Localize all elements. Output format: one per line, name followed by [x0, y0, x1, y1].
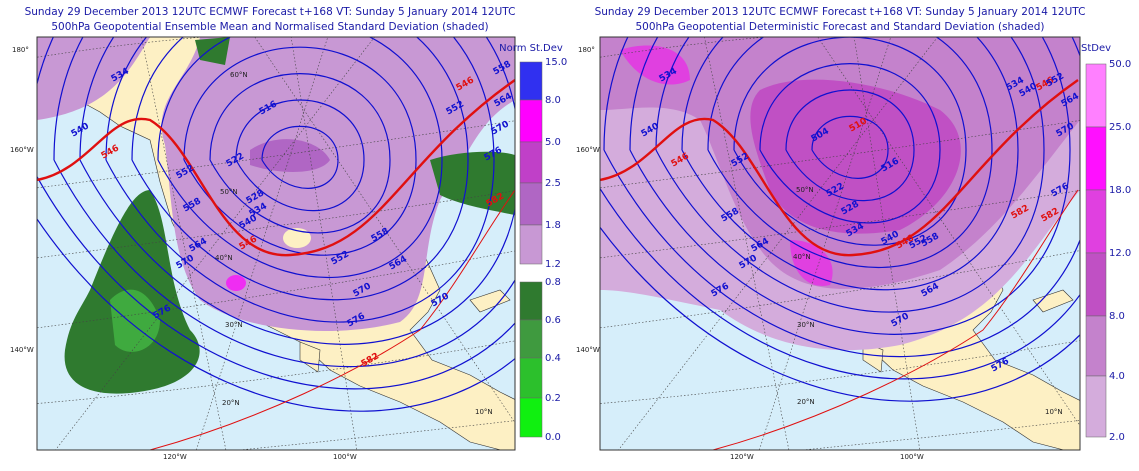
- shading: [195, 37, 230, 65]
- shading: [226, 275, 246, 291]
- contour: [261, 125, 339, 189]
- contour: [157, 37, 443, 279]
- latitude-label: 50°N: [796, 186, 814, 194]
- subtitle: 500hPa Geopotential Deterministic Foreca…: [635, 21, 1044, 33]
- latitude-label: 30°N: [225, 321, 243, 329]
- contours: [600, 37, 1080, 450]
- latitude-label: 20°N: [797, 398, 815, 406]
- latitude-label: 40°N: [793, 253, 811, 261]
- latitude-label: 10°N: [1045, 408, 1063, 416]
- colorbar-tick-label: 0.4: [545, 353, 561, 364]
- colorbar-segment: [519, 182, 543, 226]
- colorbar-segment: [1085, 63, 1107, 128]
- colorbar-tick-label: 12.0: [1109, 248, 1131, 259]
- longitude-label: 140°W: [10, 346, 34, 354]
- colorbar-title: StDev: [1081, 43, 1111, 54]
- contour: [733, 37, 967, 246]
- contour: [603, 37, 1080, 358]
- colorbar-tick-label: 18.0: [1109, 185, 1131, 196]
- longitude-label: 160°W: [576, 146, 600, 154]
- shading: [620, 45, 833, 286]
- colorbar-segment: [1085, 375, 1107, 438]
- right-map: [600, 37, 1080, 450]
- contour: [53, 37, 515, 368]
- colorbar-tick-label: 0.6: [545, 315, 561, 326]
- contour: [785, 89, 915, 202]
- contour: [681, 37, 1019, 291]
- contour-546: [600, 79, 1079, 257]
- shading: [750, 79, 961, 234]
- colorbar-tick-label: 0.8: [545, 277, 561, 288]
- map-frame: [36, 36, 516, 451]
- contour: [759, 63, 941, 224]
- colorbar-segment: [519, 319, 543, 359]
- longitude-label: 120°W: [163, 453, 187, 461]
- contour: [235, 99, 365, 212]
- colorbar-tick-label: 0.2: [545, 393, 561, 404]
- colorbar-segment: [1085, 189, 1107, 254]
- contour: [600, 187, 1080, 380]
- longitude-label: 180°: [578, 46, 595, 54]
- colorbar-tick-label: 4.0: [1109, 371, 1125, 382]
- contour: [707, 37, 993, 269]
- contour: [629, 37, 1071, 335]
- latitude-label: 50°N: [220, 188, 238, 196]
- colorbar-segment: [519, 61, 543, 101]
- title: Sunday 29 December 2013 12UTC ECMWF Fore…: [595, 6, 1086, 18]
- contour: [79, 37, 515, 345]
- longitude-label: 120°W: [730, 453, 754, 461]
- contour: [209, 73, 391, 234]
- latitude-label: 30°N: [797, 321, 815, 329]
- latitude-label: 40°N: [215, 254, 233, 262]
- contour: [37, 217, 515, 412]
- contour-546: [37, 79, 515, 257]
- latitude-label: 20°N: [222, 399, 240, 407]
- colorbar-segment: [519, 397, 543, 438]
- contour: [600, 226, 1080, 402]
- contour: [105, 37, 495, 323]
- contour: [655, 37, 1045, 313]
- colorbar-tick-label: 1.2: [545, 259, 561, 270]
- colorbar-tick-label: 25.0: [1109, 122, 1131, 133]
- colorbar-segment: [519, 224, 543, 265]
- map-frame: [599, 36, 1081, 451]
- colorbar-segment: [519, 281, 543, 321]
- contour: [37, 37, 515, 390]
- longitude-label: 100°W: [333, 453, 357, 461]
- shading: [283, 228, 311, 248]
- colorbar-tick-label: 8.0: [545, 95, 561, 106]
- latitude-label: 10°N: [475, 408, 493, 416]
- contour: [183, 46, 417, 256]
- colorbar-segment: [1085, 315, 1107, 377]
- longitude-label: 160°W: [10, 146, 34, 154]
- longitude-label: 180°: [12, 46, 29, 54]
- colorbar-segment: [1085, 252, 1107, 317]
- colorbar-tick-label: 2.0: [1109, 432, 1125, 443]
- subtitle: 500hPa Geopotential Ensemble Mean and No…: [51, 21, 488, 33]
- contour-582: [149, 189, 515, 450]
- colorbar-segment: [1085, 126, 1107, 191]
- contour: [131, 37, 469, 301]
- colorbar-segment: [519, 99, 543, 143]
- latitude-label: 60°N: [230, 71, 248, 79]
- left-map: [37, 37, 515, 450]
- contour: [811, 115, 889, 179]
- longitude-label: 100°W: [900, 453, 924, 461]
- colorbar-tick-label: 1.8: [545, 220, 561, 231]
- colorbar-tick-label: 5.0: [545, 137, 561, 148]
- colorbar-title: Norm St.Dev: [499, 43, 563, 54]
- contours: [37, 37, 515, 450]
- contour-582: [712, 189, 1079, 450]
- longitude-label: 140°W: [576, 346, 600, 354]
- colorbar-segment: [519, 357, 543, 399]
- colorbar-tick-label: 8.0: [1109, 311, 1125, 322]
- title: Sunday 29 December 2013 12UTC ECMWF Fore…: [25, 6, 516, 18]
- colorbar-tick-label: 15.0: [545, 57, 567, 68]
- colorbar-tick-label: 2.5: [545, 178, 561, 189]
- colorbar-tick-label: 50.0: [1109, 59, 1131, 70]
- colorbar-segment: [519, 141, 543, 184]
- colorbar-tick-label: 0.0: [545, 432, 561, 443]
